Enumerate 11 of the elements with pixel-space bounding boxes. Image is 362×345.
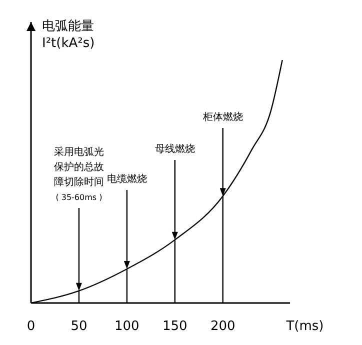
annotation: 母线燃烧 <box>154 143 195 155</box>
x-tick-label: 50 <box>70 319 88 334</box>
x-tick-label: 100 <box>114 319 140 334</box>
x-tick-label: 0 <box>26 319 36 334</box>
y-axis-title: 电弧能量 I²t(kA²s) <box>42 19 95 51</box>
annotation: 柜体燃烧 <box>202 111 243 123</box>
x-tick-label: 150 <box>162 319 188 334</box>
annotation: 采用电弧光保护的总故障切除时间( 35-60ms ) <box>54 146 104 202</box>
x-tick-label: 200 <box>210 319 236 334</box>
annotation: 电缆燃烧 <box>106 173 147 185</box>
x-axis-title: T(ms) <box>285 319 324 334</box>
